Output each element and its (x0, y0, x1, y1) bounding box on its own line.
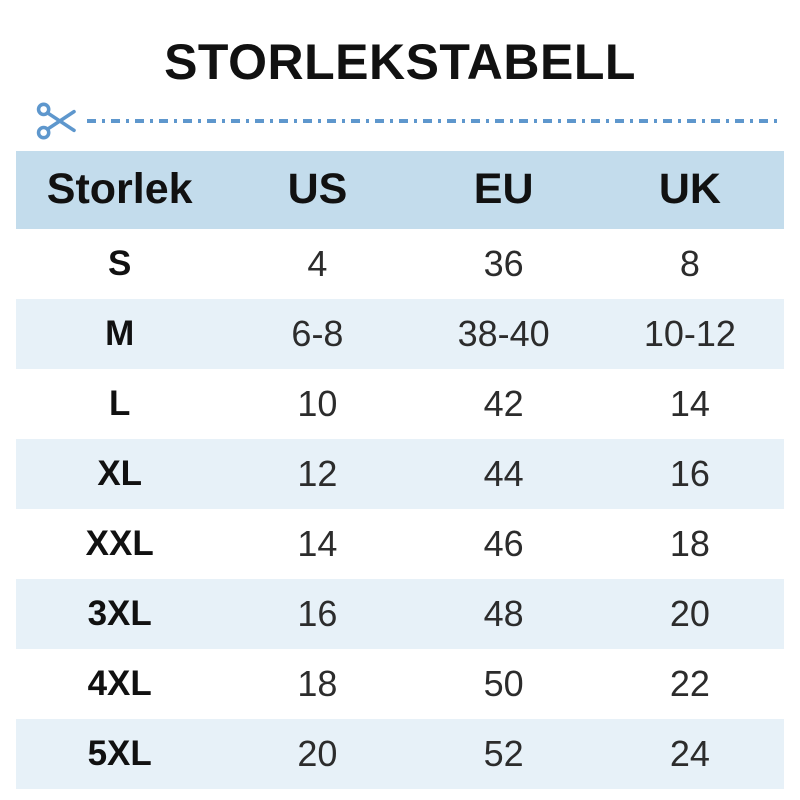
scissors-icon (36, 102, 76, 139)
table-header-row: Storlek US EU UK (16, 150, 784, 229)
eu-cell: 36 (483, 242, 524, 284)
uk-cell: 20 (669, 592, 710, 634)
column-header-storlek: Storlek (16, 150, 224, 229)
us-cell: 14 (297, 522, 338, 564)
table-row: 5XL 20 52 24 (16, 718, 784, 789)
table-row: XXL 14 46 18 (16, 508, 784, 579)
eu-cell: 52 (483, 732, 524, 774)
eu-cell: 50 (483, 662, 524, 704)
size-cell: 5XL (87, 733, 152, 773)
eu-cell: 38-40 (457, 312, 550, 354)
column-header-eu: EU (411, 150, 596, 229)
size-cell: XL (97, 453, 143, 493)
column-header-uk: UK (595, 150, 784, 229)
table-row: XL 12 44 16 (16, 438, 784, 509)
table-row: 4XL 18 50 22 (16, 648, 784, 719)
eu-cell: 48 (483, 592, 524, 634)
size-cell: 4XL (87, 663, 152, 703)
eu-cell: 44 (483, 452, 524, 494)
size-cell: S (108, 243, 132, 283)
us-cell: 10 (297, 382, 338, 424)
us-cell: 4 (307, 242, 328, 284)
page-title: STORLEKSTABELL (164, 34, 636, 90)
column-header-us: US (223, 150, 412, 229)
uk-cell: 22 (669, 662, 710, 704)
size-table: Storlek US EU UK S 4 36 8 M 6-8 38-40 10… (16, 150, 784, 789)
size-cell: XXL (85, 523, 154, 563)
eu-cell: 42 (483, 382, 524, 424)
dashed-cut-line (87, 118, 782, 123)
table-row: M 6-8 38-40 10-12 (16, 298, 784, 369)
uk-cell: 10-12 (643, 312, 736, 354)
size-cell: L (108, 383, 131, 423)
uk-cell: 18 (669, 522, 710, 564)
us-cell: 18 (297, 662, 338, 704)
table-row: 3XL 16 48 20 (16, 578, 784, 649)
uk-cell: 24 (669, 732, 710, 774)
size-cell: M (105, 313, 135, 353)
cut-line (34, 99, 782, 143)
us-cell: 20 (297, 732, 338, 774)
size-cell: 3XL (87, 593, 152, 633)
us-cell: 16 (297, 592, 338, 634)
us-cell: 12 (297, 452, 338, 494)
table-row: L 10 42 14 (16, 368, 784, 439)
table-row: S 4 36 8 (16, 228, 784, 299)
eu-cell: 46 (483, 522, 524, 564)
uk-cell: 8 (679, 242, 700, 284)
us-cell: 6-8 (291, 312, 344, 354)
uk-cell: 14 (669, 382, 710, 424)
uk-cell: 16 (669, 452, 710, 494)
